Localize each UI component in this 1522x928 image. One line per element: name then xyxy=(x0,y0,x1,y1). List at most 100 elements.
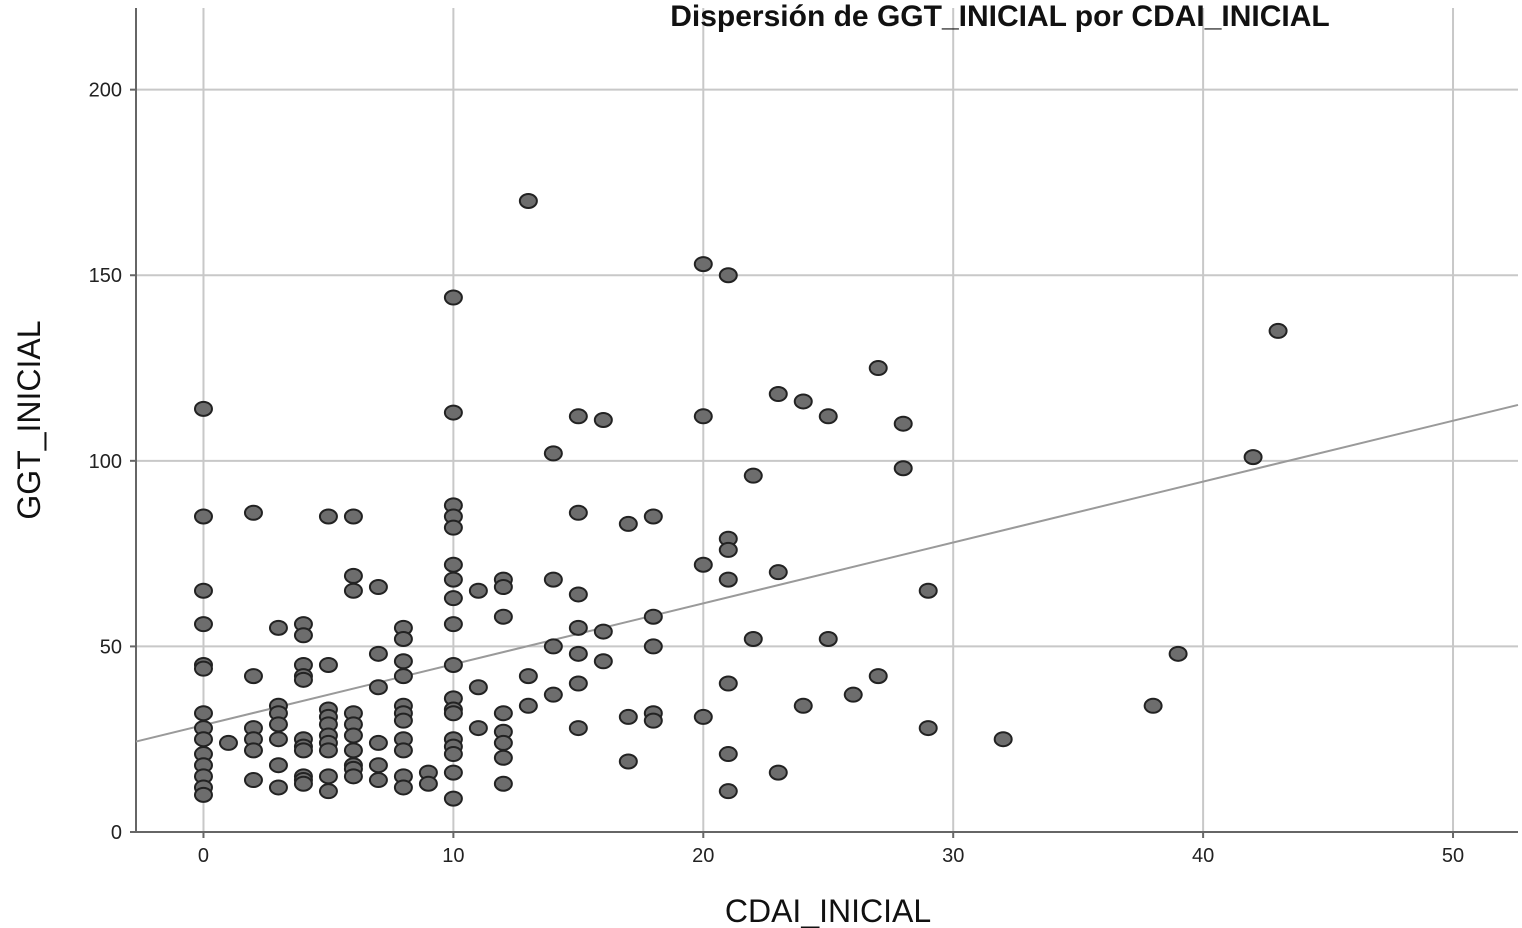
data-point xyxy=(368,772,388,789)
data-point xyxy=(343,768,363,785)
data-point xyxy=(343,727,363,744)
data-point xyxy=(743,630,763,647)
data-point xyxy=(443,764,463,781)
data-point xyxy=(793,697,813,714)
data-point xyxy=(693,708,713,725)
data-point xyxy=(393,653,413,670)
data-point xyxy=(368,645,388,662)
data-point xyxy=(818,630,838,647)
data-point xyxy=(918,720,938,737)
data-point xyxy=(493,749,513,766)
data-point xyxy=(393,742,413,759)
data-point xyxy=(768,764,788,781)
data-point xyxy=(543,686,563,703)
data-point xyxy=(268,757,288,774)
data-point xyxy=(443,404,463,421)
data-point xyxy=(643,638,663,655)
data-point xyxy=(543,638,563,655)
data-point xyxy=(718,675,738,692)
data-point xyxy=(193,705,213,722)
data-point xyxy=(443,590,463,607)
data-point xyxy=(793,393,813,410)
data-point xyxy=(593,623,613,640)
data-point xyxy=(193,582,213,599)
data-point xyxy=(493,705,513,722)
data-point xyxy=(493,608,513,625)
x-tick-label: 30 xyxy=(942,845,964,867)
x-tick-label: 50 xyxy=(1442,845,1464,867)
data-point xyxy=(393,779,413,796)
data-point xyxy=(493,775,513,792)
data-point xyxy=(368,757,388,774)
data-point xyxy=(593,653,613,670)
data-point xyxy=(718,267,738,284)
data-point xyxy=(568,619,588,636)
data-point xyxy=(443,746,463,763)
data-point xyxy=(468,720,488,737)
data-point xyxy=(518,193,538,210)
data-point xyxy=(618,753,638,770)
x-tick-label: 20 xyxy=(692,845,714,867)
data-point xyxy=(568,675,588,692)
x-tick-label: 0 xyxy=(198,845,209,867)
data-point xyxy=(293,671,313,688)
data-point xyxy=(993,731,1013,748)
data-point xyxy=(193,786,213,803)
data-point xyxy=(293,775,313,792)
data-point xyxy=(193,400,213,417)
data-point xyxy=(443,556,463,573)
data-point xyxy=(468,582,488,599)
y-tick-label: 150 xyxy=(89,265,122,287)
data-point xyxy=(443,571,463,588)
data-point xyxy=(318,656,338,673)
data-point xyxy=(368,734,388,751)
fit-line xyxy=(135,403,1519,743)
chart-title: Dispersión de GGT_INICIAL por CDAI_INICI… xyxy=(670,0,1330,33)
data-point xyxy=(643,508,663,525)
data-point xyxy=(493,579,513,596)
data-point xyxy=(568,504,588,521)
data-point xyxy=(768,564,788,581)
data-point xyxy=(1243,449,1263,466)
data-point xyxy=(193,660,213,677)
data-point xyxy=(868,668,888,685)
data-point xyxy=(493,734,513,751)
data-point xyxy=(368,579,388,596)
data-point xyxy=(618,515,638,532)
data-point xyxy=(893,415,913,432)
data-point xyxy=(843,686,863,703)
y-tick-label: 100 xyxy=(89,451,122,473)
data-point xyxy=(393,668,413,685)
data-point xyxy=(243,742,263,759)
data-point xyxy=(1143,697,1163,714)
data-point xyxy=(318,508,338,525)
data-point xyxy=(693,556,713,573)
data-point xyxy=(743,467,763,484)
x-tick-label: 10 xyxy=(442,845,464,867)
data-point xyxy=(443,705,463,722)
data-point xyxy=(243,668,263,685)
data-point xyxy=(268,731,288,748)
data-point xyxy=(268,779,288,796)
data-point xyxy=(318,768,338,785)
data-point xyxy=(568,720,588,737)
data-point xyxy=(443,519,463,536)
data-point xyxy=(868,360,888,377)
data-point xyxy=(318,783,338,800)
data-point xyxy=(418,775,438,792)
data-point xyxy=(718,783,738,800)
x-axis-title: CDAI_INICIAL xyxy=(725,893,931,928)
data-point xyxy=(1268,322,1288,339)
data-point xyxy=(343,582,363,599)
data-point xyxy=(243,504,263,521)
data-point xyxy=(393,712,413,729)
data-point xyxy=(893,460,913,477)
data-point xyxy=(643,608,663,625)
data-point xyxy=(643,712,663,729)
y-tick-label: 200 xyxy=(89,80,122,102)
data-point xyxy=(343,508,363,525)
data-point xyxy=(568,408,588,425)
data-point xyxy=(543,571,563,588)
data-point xyxy=(193,731,213,748)
